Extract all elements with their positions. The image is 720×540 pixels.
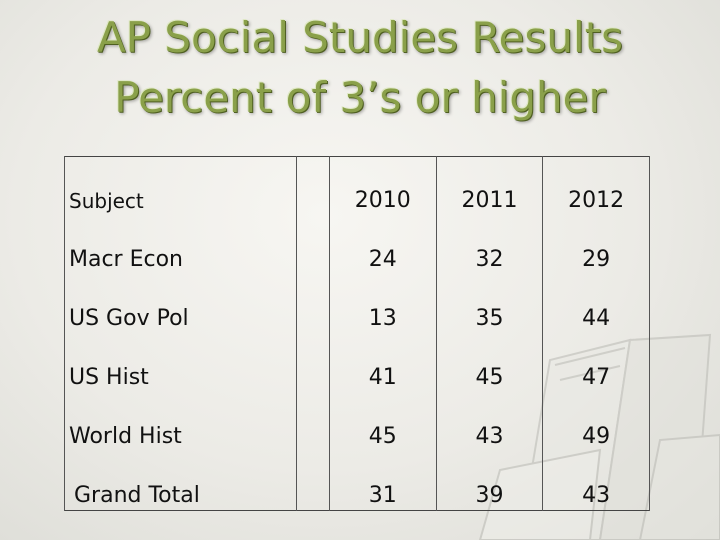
- cell-value: 49: [542, 392, 650, 451]
- row-subject: US Hist: [63, 333, 298, 392]
- row-subject: Grand Total: [63, 451, 298, 511]
- cell-value: 45: [328, 392, 437, 451]
- title-line-1: AP Social Studies Results: [96, 13, 624, 62]
- cell-value: 43: [435, 392, 544, 451]
- cell-value: 32: [435, 215, 544, 274]
- title-line-2: Percent of 3’s or higher: [114, 73, 606, 122]
- results-table: Subject 2010 2011 2012 Macr Econ 24 32 2…: [63, 156, 650, 511]
- header-spacer: [296, 156, 330, 215]
- cell-value: 47: [542, 333, 650, 392]
- row-spacer: [296, 392, 330, 451]
- row-subject: World Hist: [63, 392, 298, 451]
- row-subject: Macr Econ: [63, 215, 298, 274]
- header-2011: 2011: [435, 156, 544, 215]
- header-subject: Subject: [63, 156, 298, 215]
- row-spacer: [296, 333, 330, 392]
- cell-value: 31: [328, 451, 437, 511]
- cell-value: 44: [542, 274, 650, 333]
- cell-value: 24: [328, 215, 437, 274]
- cell-value: 41: [328, 333, 437, 392]
- cell-value: 45: [435, 333, 544, 392]
- header-2012: 2012: [542, 156, 650, 215]
- table-row: Macr Econ 24 32 29: [63, 215, 650, 274]
- cell-value: 35: [435, 274, 544, 333]
- row-spacer: [296, 215, 330, 274]
- table-row: World Hist 45 43 49: [63, 392, 650, 451]
- header-2010: 2010: [328, 156, 437, 215]
- slide-title: AP Social Studies Results Percent of 3’s…: [0, 8, 720, 128]
- table-row: US Gov Pol 13 35 44: [63, 274, 650, 333]
- cell-value: 13: [328, 274, 437, 333]
- cell-value: 39: [435, 451, 544, 511]
- table-row-grand-total: Grand Total 31 39 43: [63, 451, 650, 511]
- table-header-row: Subject 2010 2011 2012: [63, 156, 650, 215]
- row-spacer: [296, 274, 330, 333]
- table-row: US Hist 41 45 47: [63, 333, 650, 392]
- row-spacer: [296, 451, 330, 511]
- cell-value: 29: [542, 215, 650, 274]
- row-subject: US Gov Pol: [63, 274, 298, 333]
- cell-value: 43: [542, 451, 650, 511]
